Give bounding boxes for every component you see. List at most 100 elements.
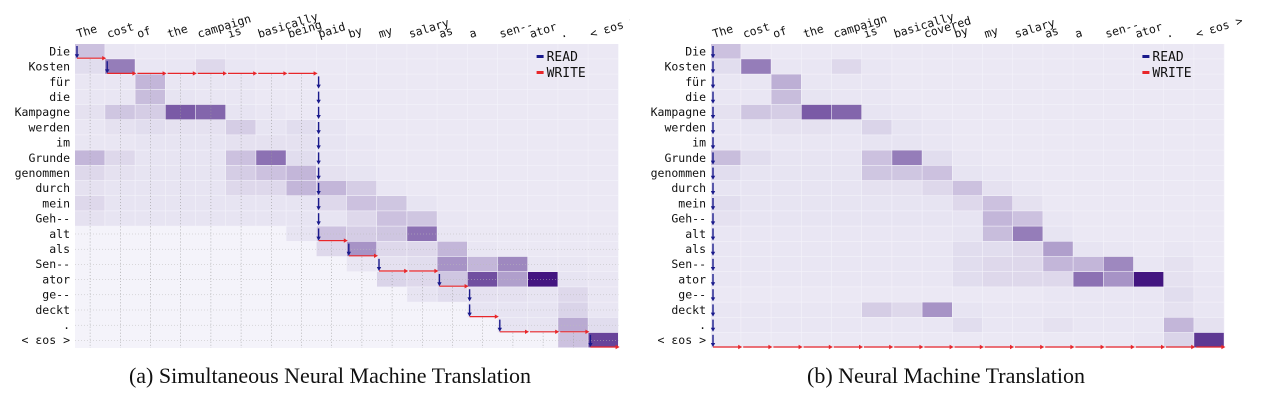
heatmap-cell: [711, 44, 741, 59]
read-arrowhead: [710, 267, 716, 271]
heatmap-cell: [831, 211, 862, 226]
heatmap-cell: [892, 196, 922, 211]
heatmap-cell: [75, 150, 105, 165]
source-token-label: werden: [28, 120, 70, 134]
heatmap-cell: [771, 104, 801, 120]
heatmap-cell: [1013, 196, 1043, 211]
source-token-label: < εos >: [658, 333, 707, 347]
heatmap-cell: [467, 150, 498, 165]
heatmap-cell: [1194, 150, 1224, 165]
source-token-label: die: [49, 90, 70, 104]
heatmap-cell: [407, 165, 437, 181]
heatmap-cell: [407, 135, 437, 150]
heatmap-cell: [741, 104, 771, 120]
heatmap-cell: [982, 180, 1013, 196]
read-arrowhead: [710, 160, 716, 165]
heatmap-cell: [558, 44, 588, 59]
read-arrowhead: [710, 69, 716, 74]
heatmap-cell: [195, 59, 226, 74]
write-arrowhead: [1191, 344, 1196, 350]
heatmap-cell: [1043, 44, 1073, 59]
heatmap-cell: [437, 89, 467, 105]
heatmap-cell: [165, 74, 196, 89]
heatmap-cell: [377, 196, 407, 211]
heatmap-cell: [195, 89, 226, 105]
heatmap-cell: [1073, 74, 1103, 89]
heatmap-cell: [588, 59, 618, 74]
heatmap-cell: [1013, 272, 1043, 287]
heatmap-cell: [226, 89, 256, 105]
write-arrowhead: [738, 344, 743, 350]
source-token-label: genommen: [15, 166, 70, 180]
heatmap-cell: [558, 272, 588, 287]
heatmap-cell: [558, 211, 588, 226]
heatmap-cell: [528, 89, 558, 105]
heatmap-cell: [922, 241, 952, 257]
heatmap-cell: [75, 59, 105, 74]
heatmap-cell: [558, 226, 588, 241]
heatmap-cell: [1103, 165, 1134, 181]
heatmap-cell: [497, 44, 528, 59]
heatmap-cell: [952, 150, 983, 165]
write-arrowhead: [1100, 344, 1105, 350]
heatmap-cell: [75, 89, 105, 105]
heatmap-cell: [1194, 317, 1224, 333]
heatmap-cell: [316, 241, 347, 257]
source-token-label: ator: [678, 272, 706, 286]
heatmap-cell: [467, 272, 498, 287]
heatmap-cell: [256, 180, 286, 196]
heatmap-cell: [1133, 226, 1164, 241]
heatmap-cell: [831, 287, 862, 302]
write-arrowhead: [343, 238, 348, 243]
heatmap-cell: [952, 44, 983, 59]
heatmap-cell: [346, 180, 377, 196]
heatmap-cell: [407, 287, 437, 302]
heatmap-cell: [862, 44, 892, 59]
heatmap-cell: [892, 135, 922, 150]
heatmap-cell: [892, 226, 922, 241]
heatmap-cell: [982, 44, 1013, 59]
heatmap-cell: [497, 196, 528, 211]
heatmap-cell: [407, 180, 437, 196]
source-token-label: deckt: [671, 303, 706, 317]
heatmap-cell: [1013, 89, 1043, 105]
write-arrowhead: [585, 329, 590, 334]
heatmap-cell: [316, 165, 347, 181]
read-arrowhead: [710, 312, 716, 317]
heatmap-cell: [922, 256, 952, 272]
heatmap-cell: [1073, 104, 1103, 120]
heatmap-cell: [862, 317, 892, 333]
heatmap-cell: [75, 180, 105, 196]
legend-read-swatch: [1142, 55, 1150, 58]
heatmap-cell: [346, 74, 377, 89]
heatmap-cell: [105, 165, 135, 181]
heatmap-cell: [467, 104, 498, 120]
heatmap-cell: [588, 241, 618, 257]
heatmap-cell: [195, 211, 226, 226]
heatmap-cell: [437, 120, 467, 135]
heatmap-cell: [588, 104, 618, 120]
heatmap-cell: [1133, 287, 1164, 302]
heatmap-cell: [982, 196, 1013, 211]
heatmap-cell: [316, 44, 347, 59]
heatmap-cell: [1013, 180, 1043, 196]
target-token-label: as: [1043, 23, 1060, 40]
caption-simultaneous: (a) Simultaneous Neural Machine Translat…: [128, 363, 532, 388]
heatmap-cell: [437, 226, 467, 241]
heatmap-cell: [316, 104, 347, 120]
heatmap-cell: [1073, 120, 1103, 135]
heatmap-cell: [982, 104, 1013, 120]
write-arrowhead: [1221, 344, 1226, 350]
heatmap-cell: [711, 180, 741, 196]
heatmap-cell: [105, 59, 135, 74]
heatmap-cell: [467, 135, 498, 150]
source-token-label: werden: [664, 120, 706, 134]
heatmap-cell: [741, 241, 771, 257]
heatmap-cell: [831, 180, 862, 196]
heatmap-cell: [558, 59, 588, 74]
heatmap-cell: [801, 150, 832, 165]
heatmap-cell: [135, 59, 165, 74]
heatmap-cell: [75, 196, 105, 211]
heatmap-cell: [226, 211, 256, 226]
heatmap-cell: [1133, 59, 1164, 74]
